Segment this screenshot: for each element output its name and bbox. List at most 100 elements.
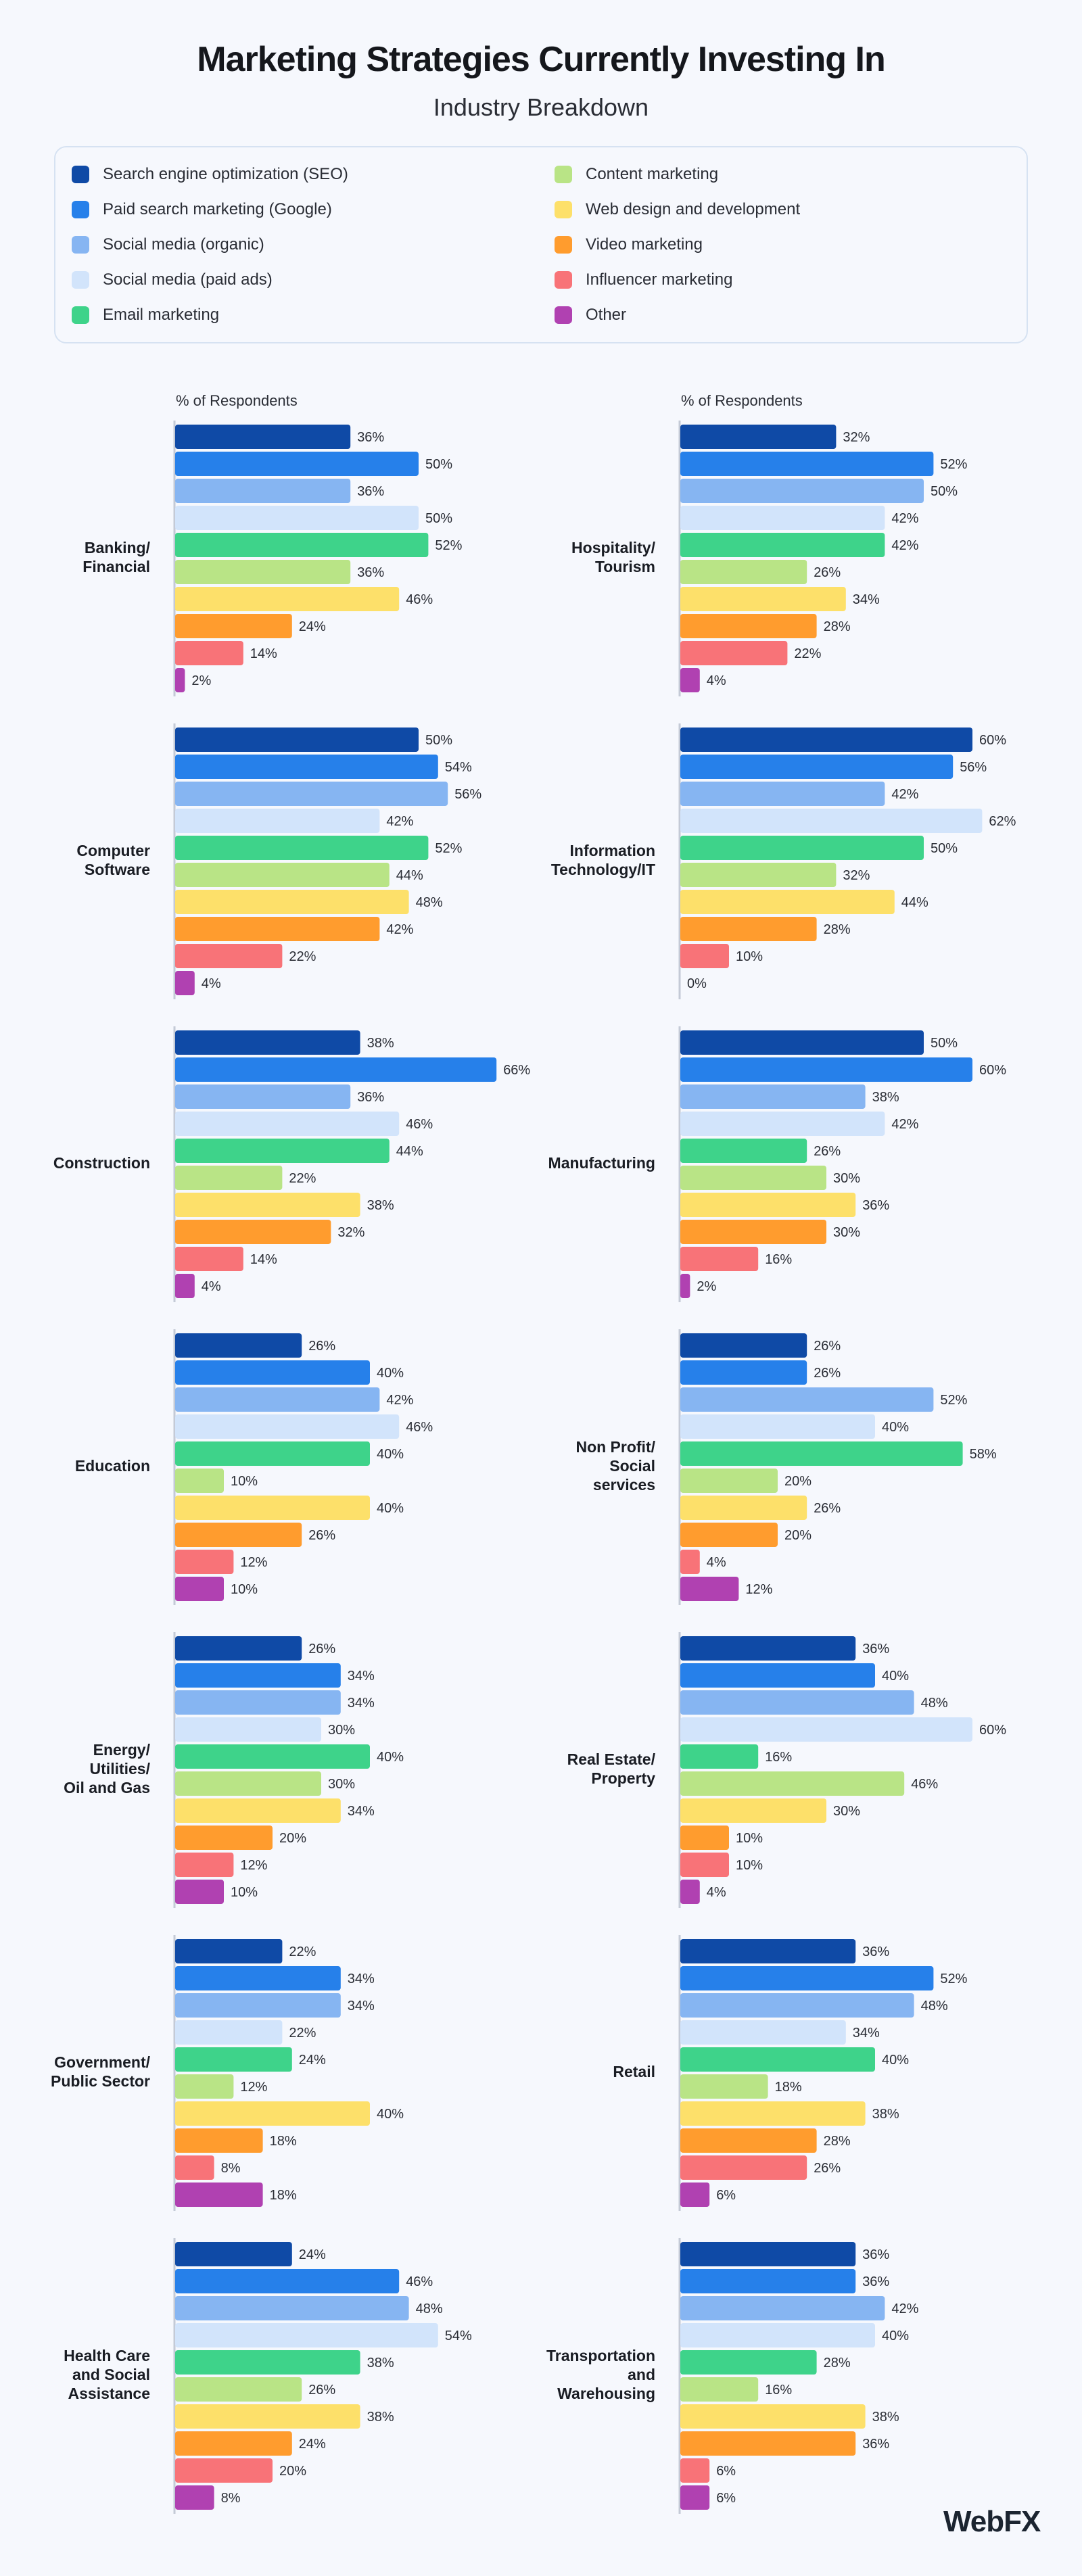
category-label: Government/Public Sector bbox=[51, 2053, 151, 2090]
bar-other bbox=[680, 1880, 700, 1904]
legend-item-paid-search: Paid search marketing (Google) bbox=[72, 196, 332, 223]
bar-seo bbox=[175, 425, 351, 449]
legend-swatch bbox=[555, 201, 572, 218]
bar-social-paid bbox=[175, 809, 380, 833]
bar-paid-search bbox=[680, 2269, 856, 2293]
bar-social-paid bbox=[175, 2020, 283, 2045]
data-label: 10% bbox=[231, 1474, 258, 1489]
bar-email bbox=[175, 1441, 370, 1466]
bar-email bbox=[680, 2350, 817, 2375]
data-label: 12% bbox=[240, 2080, 267, 2095]
bar-social-organic bbox=[175, 1387, 380, 1412]
panel-12: Retail 36% 52% 48% 34%40% 18% 38% 28% 26% 6% bbox=[613, 1935, 968, 2211]
data-label: 40% bbox=[377, 1501, 404, 1516]
data-label: 4% bbox=[202, 976, 221, 991]
data-label: 44% bbox=[901, 895, 928, 910]
panel-11: Government/Public Sector 22% 34% 34% 22% 24% 1… bbox=[51, 1935, 404, 2211]
data-label: 10% bbox=[736, 1858, 763, 1873]
bar-email bbox=[175, 533, 429, 557]
data-label: 4% bbox=[202, 1279, 221, 1294]
data-label: 46% bbox=[406, 1117, 433, 1132]
data-label: 26% bbox=[308, 1528, 335, 1543]
legend-label: Content marketing bbox=[586, 165, 719, 183]
category-label: Non Profit/Social services bbox=[575, 1438, 655, 1494]
data-label: 40% bbox=[882, 2329, 909, 2343]
bar-web-design bbox=[175, 1496, 370, 1520]
data-label: 42% bbox=[891, 2301, 918, 2316]
data-label: 48% bbox=[416, 895, 443, 910]
legend-label: Social media (paid ads) bbox=[103, 270, 273, 289]
category-label: Energy/Utilities/Oil and Gas bbox=[64, 1741, 150, 1796]
bar-content bbox=[680, 560, 807, 584]
bar-paid-search bbox=[175, 1663, 341, 1688]
bar-social-paid bbox=[175, 506, 419, 530]
category-label: Hospitality/Tourism bbox=[571, 539, 656, 575]
legend-swatch bbox=[72, 306, 89, 324]
bar-paid-search bbox=[175, 452, 419, 476]
bar-influencer bbox=[680, 1550, 700, 1574]
bar-other bbox=[175, 668, 185, 692]
data-label: 14% bbox=[250, 646, 277, 661]
data-label: 60% bbox=[979, 1063, 1006, 1078]
data-label: 2% bbox=[697, 1279, 716, 1294]
data-label: 12% bbox=[240, 1858, 267, 1873]
data-label: 4% bbox=[707, 673, 726, 688]
legend-label: Search engine optimization (SEO) bbox=[103, 165, 348, 183]
bar-web-design bbox=[175, 1193, 360, 1217]
bar-web-design bbox=[680, 1496, 807, 1520]
bar-web-design bbox=[680, 1798, 826, 1823]
data-label: 28% bbox=[824, 2134, 851, 2149]
bar-social-organic bbox=[175, 479, 351, 503]
data-label: 34% bbox=[348, 1669, 375, 1684]
data-label: 52% bbox=[435, 538, 462, 553]
data-label: 26% bbox=[814, 2161, 841, 2176]
bar-paid-search bbox=[680, 1360, 807, 1385]
bar-other bbox=[175, 971, 195, 995]
bar-influencer bbox=[175, 1247, 243, 1271]
data-label: 2% bbox=[191, 673, 211, 688]
bar-content bbox=[680, 2074, 768, 2099]
data-label: 36% bbox=[862, 1642, 889, 1656]
data-label: 20% bbox=[279, 2464, 306, 2479]
data-label: 52% bbox=[435, 841, 462, 856]
bar-social-paid bbox=[680, 809, 983, 833]
data-label: 38% bbox=[367, 1198, 394, 1213]
bar-content bbox=[175, 2377, 302, 2402]
panel-3: Computer Software50%54%56%42%52%44%48%42%… bbox=[76, 723, 481, 999]
bar-influencer bbox=[680, 1247, 759, 1271]
bar-other bbox=[680, 2485, 710, 2510]
webfx-logo: WebFX bbox=[943, 2505, 1041, 2538]
data-label: 34% bbox=[853, 2026, 880, 2041]
bar-social-paid bbox=[175, 1717, 321, 1742]
data-label: 50% bbox=[425, 511, 452, 526]
bar-social-paid bbox=[680, 1414, 875, 1439]
data-label: 40% bbox=[882, 2053, 909, 2068]
legend-label: Web design and development bbox=[586, 200, 801, 218]
legend-item-influencer: Influencer marketing bbox=[555, 266, 732, 293]
data-label: 36% bbox=[862, 1945, 889, 1959]
data-label: 42% bbox=[891, 787, 918, 802]
data-label: 46% bbox=[406, 1420, 433, 1435]
bar-email bbox=[175, 1744, 370, 1769]
data-label: 42% bbox=[891, 1117, 918, 1132]
bar-email bbox=[175, 2047, 292, 2072]
data-label: 6% bbox=[716, 2491, 736, 2506]
data-label: 44% bbox=[396, 1144, 423, 1159]
bar-video bbox=[175, 917, 380, 941]
legend-label: Social media (organic) bbox=[103, 235, 264, 254]
data-label: 18% bbox=[270, 2188, 297, 2203]
data-label: 30% bbox=[833, 1225, 860, 1240]
legend-label: Email marketing bbox=[103, 306, 220, 324]
data-label: 22% bbox=[289, 949, 316, 964]
legend-item-web-design: Web design and development bbox=[555, 196, 800, 223]
bar-social-organic bbox=[175, 2296, 409, 2320]
bar-video bbox=[175, 614, 292, 638]
panel-1: % of Respondents Banking/Financial 36% 50% 3… bbox=[83, 392, 463, 696]
data-label: 42% bbox=[891, 538, 918, 553]
data-label: 10% bbox=[231, 1885, 258, 1900]
data-label: 16% bbox=[765, 1750, 792, 1765]
bar-influencer bbox=[680, 2155, 807, 2180]
data-label: 4% bbox=[707, 1885, 726, 1900]
data-label: 36% bbox=[357, 1090, 384, 1105]
bar-seo bbox=[175, 1333, 302, 1358]
